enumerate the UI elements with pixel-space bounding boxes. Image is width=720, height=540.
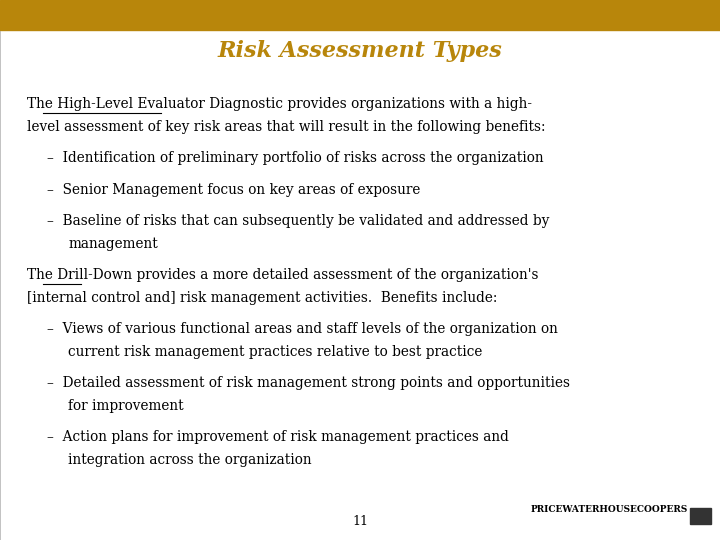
Text: The Drill-Down provides a more detailed assessment of the organization's: The Drill-Down provides a more detailed … <box>27 268 539 282</box>
Text: integration across the organization: integration across the organization <box>68 453 312 467</box>
Text: –  Action plans for improvement of risk management practices and: – Action plans for improvement of risk m… <box>47 430 508 444</box>
Text: –  Detailed assessment of risk management strong points and opportunities: – Detailed assessment of risk management… <box>47 376 570 390</box>
Text: –  Identification of preliminary portfolio of risks across the organization: – Identification of preliminary portfoli… <box>47 151 544 165</box>
Bar <box>690 508 711 524</box>
Text: level assessment of key risk areas that will result in the following benefits:: level assessment of key risk areas that … <box>27 120 546 134</box>
Text: current risk management practices relative to best practice: current risk management practices relati… <box>68 345 483 359</box>
Text: –  Views of various functional areas and staff levels of the organization on: – Views of various functional areas and … <box>47 322 558 336</box>
Text: management: management <box>68 237 158 251</box>
Text: Risk Assessment Types: Risk Assessment Types <box>217 40 503 62</box>
Text: –  Senior Management focus on key areas of exposure: – Senior Management focus on key areas o… <box>47 183 420 197</box>
Text: for improvement: for improvement <box>68 399 184 413</box>
Text: [internal control and] risk management activities.  Benefits include:: [internal control and] risk management a… <box>27 291 498 305</box>
Bar <box>0 0 720 30</box>
Text: 11: 11 <box>352 515 368 528</box>
Text: The High-Level Evaluator Diagnostic provides organizations with a high-: The High-Level Evaluator Diagnostic prov… <box>27 97 532 111</box>
Text: –  Baseline of risks that can subsequently be validated and addressed by: – Baseline of risks that can subsequentl… <box>47 214 549 228</box>
Text: PRICEWATERHOUSECOOPERS: PRICEWATERHOUSECOOPERS <box>531 505 688 514</box>
